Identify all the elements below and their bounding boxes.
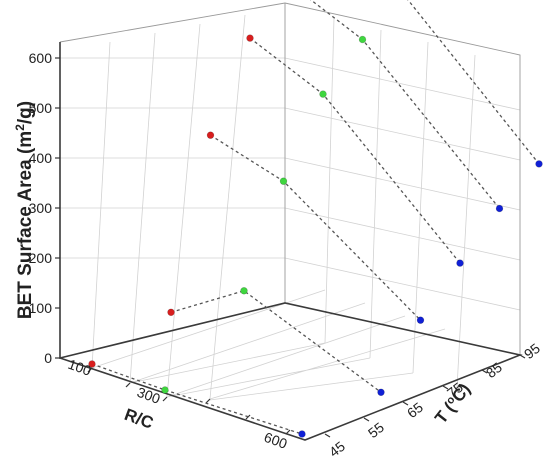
side-wall-grid (284, 17, 521, 389)
chart-frame (59, 2, 523, 441)
data-point (535, 160, 543, 168)
x-tick-label: 100 (66, 356, 94, 379)
z-tick-mark (363, 417, 370, 422)
data-point (279, 177, 288, 185)
data-point (206, 131, 215, 139)
data-point (495, 204, 504, 213)
data-point (416, 316, 425, 324)
x-tick-label: 600 (262, 429, 290, 452)
floor-grid (91, 289, 446, 401)
data-point (319, 90, 327, 98)
x-tick-mark (125, 382, 131, 388)
axis-ticks (55, 57, 526, 438)
x-tick-labels: 100 300 600 (66, 356, 290, 452)
y-axis-label: BET Surface Area (m2/g) (13, 101, 36, 319)
y-tick-label: 200 (29, 250, 53, 266)
back-wall-grid (60, 14, 285, 400)
y-tick-label: 600 (29, 50, 53, 66)
y-axis-label-tail: /g) (15, 101, 36, 124)
series-line (407, 0, 540, 165)
data-point (358, 35, 367, 44)
data-point (161, 386, 169, 394)
z-tick-label: 45 (326, 438, 348, 460)
z-tick-mark (442, 385, 449, 390)
y-tick-label: 300 (29, 200, 53, 216)
z-tick-label: 95 (521, 340, 543, 362)
z-tick-mark (402, 401, 409, 406)
data-point (298, 430, 306, 438)
series-line (170, 290, 382, 393)
y-tick-label: 0 (44, 350, 52, 366)
series-line (249, 37, 461, 264)
data-point (246, 34, 254, 42)
x-tick-label: 300 (135, 384, 163, 407)
y-tick-labels: 0 100 200 300 400 500 600 (29, 50, 53, 366)
series-line (91, 363, 303, 435)
data-point (456, 259, 464, 267)
y-axis-label-main: BET Surface Area (m (15, 131, 36, 319)
y-tick-label: 400 (29, 150, 53, 166)
y-tick-label: 500 (29, 100, 53, 116)
z-tick-mark (324, 433, 331, 438)
x-tick-mark (285, 429, 291, 435)
x-axis-label: R/C (122, 405, 156, 433)
z-tick-label: 65 (404, 399, 426, 421)
data-point (167, 308, 175, 316)
x-tick-mark (205, 398, 211, 404)
z-tick-mark (519, 354, 526, 359)
x-tick-mark (87, 367, 93, 373)
data-point (88, 360, 96, 368)
y-axis-label-sup: 2 (13, 124, 27, 131)
x-tick-mark (162, 396, 168, 402)
z-tick-mark (481, 369, 488, 374)
data-point (377, 388, 385, 396)
data-point (240, 287, 248, 295)
y-tick-label: 100 (29, 300, 53, 316)
z-tick-label: 55 (365, 419, 387, 441)
data-points (88, 34, 543, 438)
